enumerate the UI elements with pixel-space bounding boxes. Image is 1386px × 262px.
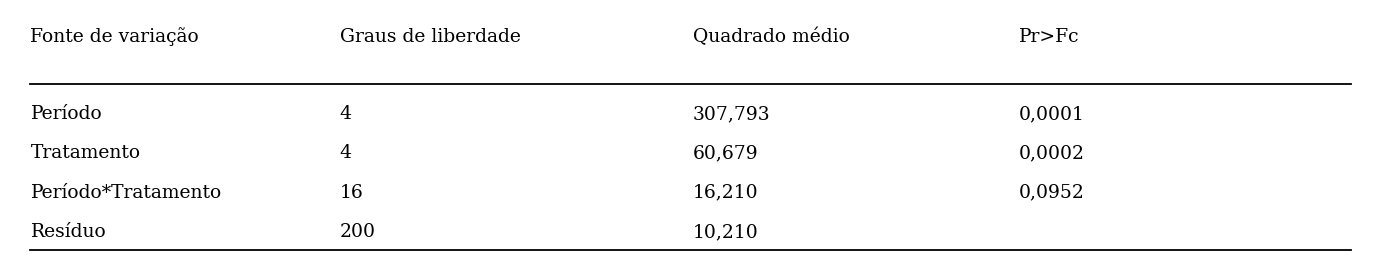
Text: Resíduo: Resíduo [30, 223, 107, 241]
Text: 4: 4 [340, 144, 352, 162]
Text: Pr>Fc: Pr>Fc [1019, 28, 1080, 46]
Text: 16: 16 [340, 184, 363, 201]
Text: 4: 4 [340, 105, 352, 123]
Text: Graus de liberdade: Graus de liberdade [340, 28, 521, 46]
Text: 0,0002: 0,0002 [1019, 144, 1085, 162]
Text: 10,210: 10,210 [693, 223, 758, 241]
Text: Tratamento: Tratamento [30, 144, 140, 162]
Text: 200: 200 [340, 223, 376, 241]
Text: 0,0952: 0,0952 [1019, 184, 1085, 201]
Text: 307,793: 307,793 [693, 105, 771, 123]
Text: Fonte de variação: Fonte de variação [30, 27, 200, 46]
Text: Período: Período [30, 105, 103, 123]
Text: Quadrado médio: Quadrado médio [693, 28, 850, 46]
Text: 0,0001: 0,0001 [1019, 105, 1085, 123]
Text: 16,210: 16,210 [693, 184, 758, 201]
Text: Período*Tratamento: Período*Tratamento [30, 184, 222, 201]
Text: 60,679: 60,679 [693, 144, 758, 162]
